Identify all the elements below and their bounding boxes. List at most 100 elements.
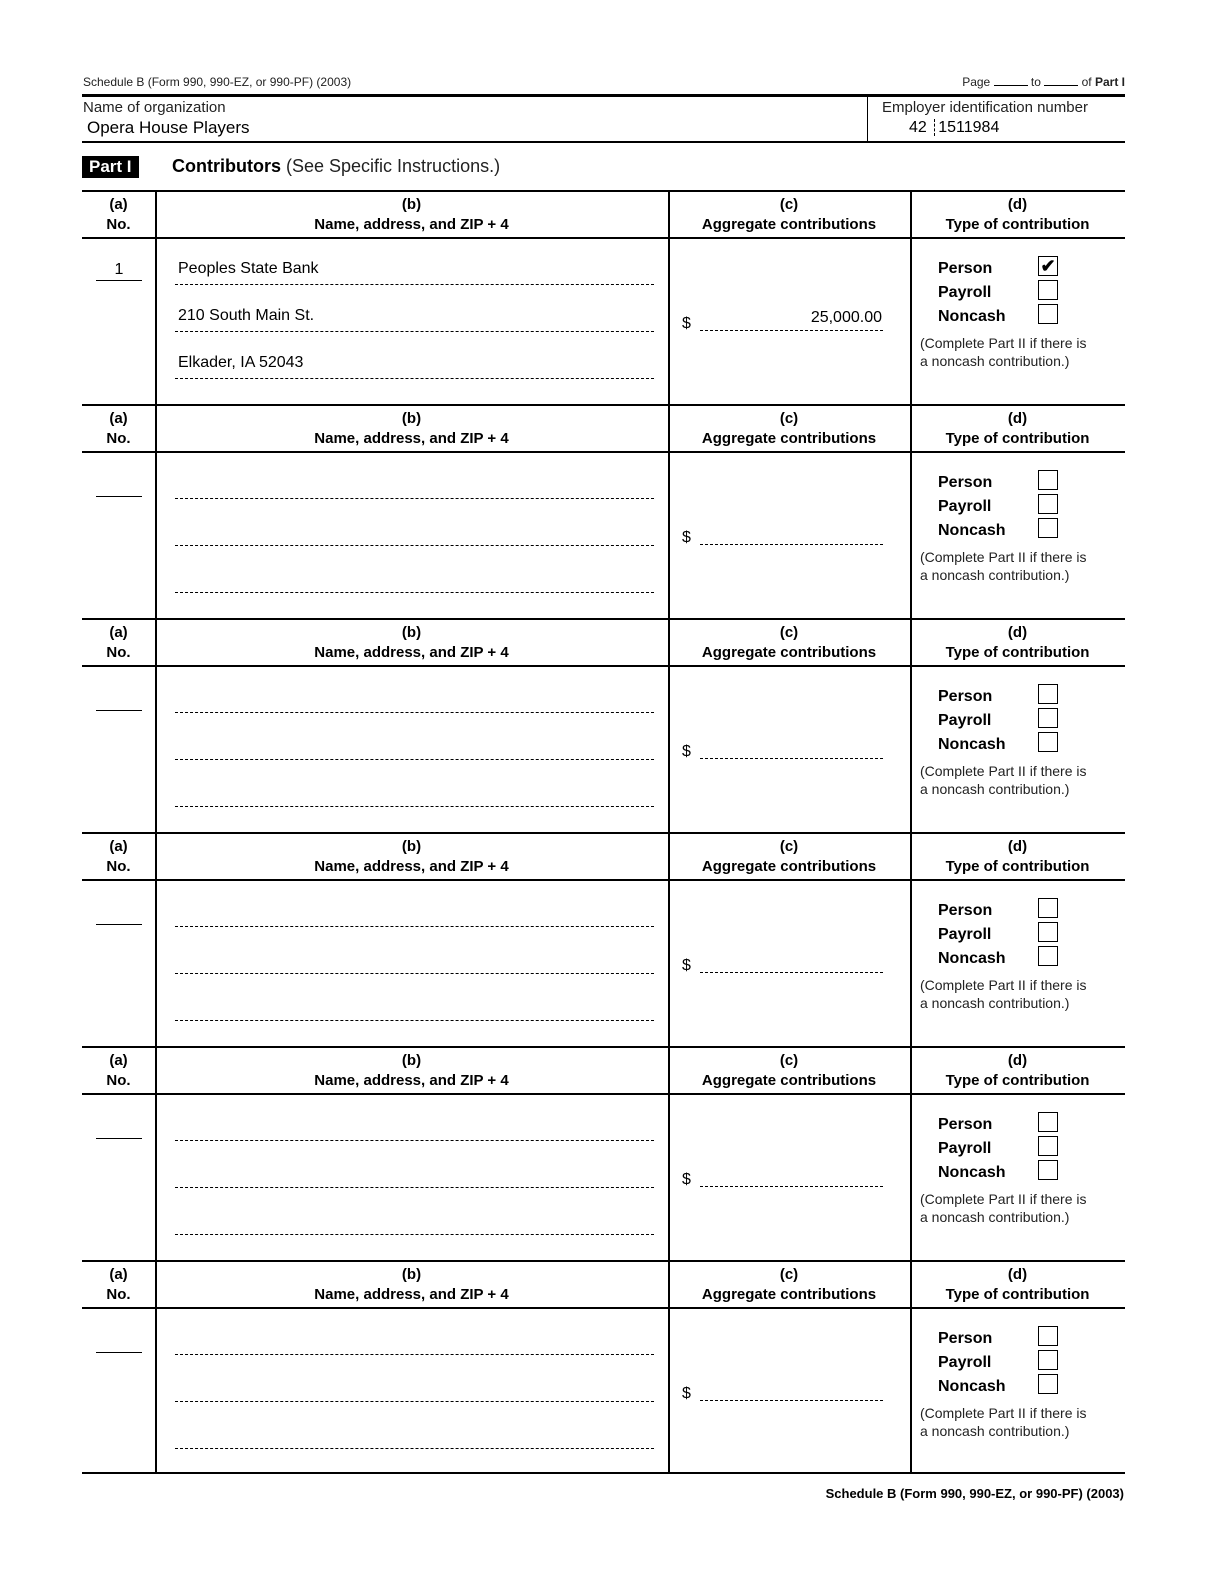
col-a-header: (a) No. [82,623,155,663]
col-a-label: No. [106,430,131,447]
type-label-payroll: Payroll [938,498,992,515]
col-d-header: (d) Type of contribution [910,409,1125,449]
part-title-text: Contributors [172,156,281,176]
type-label-noncash: Noncash [938,308,1006,325]
type-label-noncash: Noncash [938,736,1006,753]
type-label-person: Person [938,474,993,491]
payroll-checkbox[interactable] [1038,708,1058,728]
contributor-number[interactable] [96,496,142,497]
column-divider [155,832,157,1046]
amount-dotted-line [700,972,883,973]
currency-symbol: $ [682,1171,691,1188]
col-b-header: (b) Name, address, and ZIP + 4 [155,837,668,877]
col-c-label: Aggregate contributions [701,216,877,233]
noncash-note-line2: a noncash contribution.) [920,567,1070,583]
col-c-header: (c) Aggregate contributions [668,837,910,877]
dotted-line [175,378,654,379]
header-bottom-rule [82,879,1125,881]
col-d-header: (d) Type of contribution [910,1265,1125,1305]
part-reference: Part I [1094,75,1125,89]
col-a-label: No. [106,858,131,875]
type-label-noncash: Noncash [938,1378,1006,1395]
column-divider [910,1260,912,1474]
row-top-rule [82,832,1125,834]
col-b-label: Name, address, and ZIP + 4 [314,216,509,233]
contributor-number[interactable] [96,710,142,711]
noncash-checkbox[interactable] [1038,304,1058,324]
page-from-field[interactable] [993,85,1028,86]
col-d-letter: (d) [1007,410,1028,427]
form-reference: Schedule B (Form 990, 990-EZ, or 990-PF)… [83,75,352,89]
person-checkbox[interactable] [1038,1112,1058,1132]
col-d-header: (d) Type of contribution [910,195,1125,235]
dotted-line [175,1187,654,1188]
to-label: to [1030,75,1041,89]
payroll-checkbox[interactable] [1038,494,1058,514]
noncash-note-line1: (Complete Part II if there is [920,1405,1087,1421]
amount-dotted-line [700,544,883,545]
col-d-label: Type of contribution [945,858,1090,875]
noncash-note-line1: (Complete Part II if there is [920,335,1087,351]
col-b-header: (b) Name, address, and ZIP + 4 [155,409,668,449]
dotted-line [175,759,654,760]
row-top-rule [82,1260,1125,1262]
aggregate-amount[interactable]: 25,000.00 [810,309,882,326]
contributor-line-3[interactable]: Elkader, IA 52043 [178,354,304,371]
noncash-note-line1: (Complete Part II if there is [920,977,1087,993]
col-d-letter: (d) [1007,838,1028,855]
page-label: Page [962,75,991,89]
col-a-letter: (a) [109,1266,128,1283]
page-to-field[interactable] [1044,85,1079,86]
type-label-payroll: Payroll [938,712,992,729]
col-b-letter: (b) [401,624,422,641]
contributor-line-2[interactable]: 210 South Main St. [178,307,315,324]
person-checkbox[interactable] [1038,470,1058,490]
noncash-checkbox[interactable] [1038,732,1058,752]
payroll-checkbox[interactable] [1038,922,1058,942]
person-checkbox[interactable]: ✔ [1038,256,1058,276]
noncash-checkbox[interactable] [1038,1160,1058,1180]
header-bottom-rule [82,665,1125,667]
col-a-label: No. [106,1286,131,1303]
person-checkbox[interactable] [1038,898,1058,918]
contributor-number[interactable] [96,924,142,925]
payroll-checkbox[interactable] [1038,280,1058,300]
col-d-letter: (d) [1007,1052,1028,1069]
col-b-header: (b) Name, address, and ZIP + 4 [155,1051,668,1091]
ein-value: 42 1511984 [909,119,999,137]
person-checkbox[interactable] [1038,684,1058,704]
col-a-header: (a) No. [82,195,155,235]
divider [867,97,868,143]
part-title: Contributors (See Specific Instructions.… [172,156,500,177]
column-divider [668,190,670,404]
dotted-line [175,498,654,499]
header-bottom-rule [82,1093,1125,1095]
amount-dotted-line [700,1186,883,1187]
noncash-checkbox[interactable] [1038,518,1058,538]
contributor-line-1[interactable]: Peoples State Bank [178,260,319,277]
contributor-number[interactable]: 1 [96,260,142,281]
col-d-letter: (d) [1007,624,1028,641]
person-checkbox[interactable] [1038,1326,1058,1346]
amount-dotted-line [700,758,883,759]
contributor-number[interactable] [96,1138,142,1139]
table-bottom-rule [82,1472,1125,1474]
currency-symbol: $ [682,957,691,974]
contributor-number[interactable] [96,1352,142,1353]
top-rule [82,94,1125,97]
currency-symbol: $ [682,315,691,332]
currency-symbol: $ [682,529,691,546]
type-label-noncash: Noncash [938,522,1006,539]
column-divider [668,618,670,832]
noncash-checkbox[interactable] [1038,946,1058,966]
noncash-checkbox[interactable] [1038,1374,1058,1394]
payroll-checkbox[interactable] [1038,1136,1058,1156]
col-d-label: Type of contribution [945,644,1090,661]
type-label-payroll: Payroll [938,926,992,943]
col-d-header: (d) Type of contribution [910,623,1125,663]
payroll-checkbox[interactable] [1038,1350,1058,1370]
row-top-rule [82,404,1125,406]
col-b-label: Name, address, and ZIP + 4 [314,430,509,447]
col-d-label: Type of contribution [945,1072,1090,1089]
